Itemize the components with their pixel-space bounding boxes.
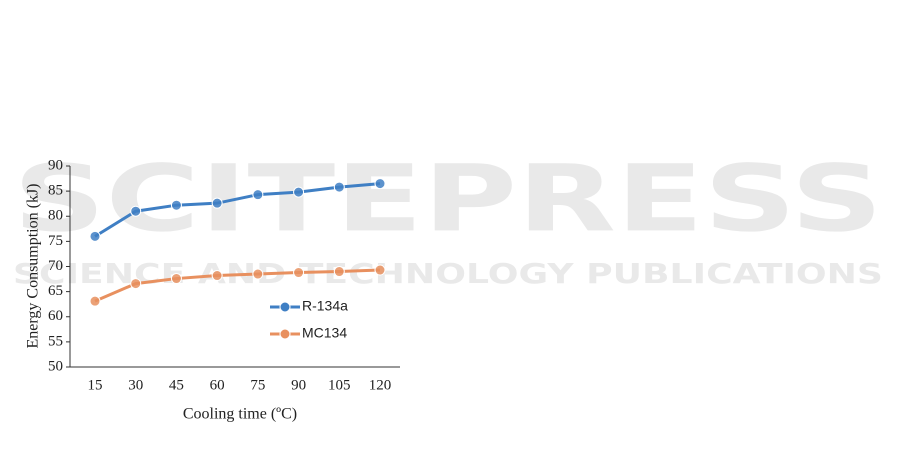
marker bbox=[130, 205, 142, 217]
y-tick-label: 60 bbox=[48, 308, 63, 324]
y-tick-label: 90 bbox=[48, 157, 63, 173]
marker bbox=[374, 264, 386, 276]
x-tick-label: 15 bbox=[88, 377, 103, 393]
x-tick-label: 30 bbox=[128, 377, 143, 393]
marker bbox=[211, 270, 223, 282]
legend-label: R-134a bbox=[302, 298, 348, 314]
marker bbox=[211, 197, 223, 209]
marker bbox=[252, 189, 264, 201]
series-line bbox=[94, 268, 381, 303]
legend-marker bbox=[279, 301, 291, 313]
marker bbox=[333, 181, 345, 193]
marker bbox=[170, 199, 182, 211]
marker bbox=[89, 295, 101, 307]
y-tick-label: 80 bbox=[48, 208, 63, 224]
x-axis-title: Cooling time (ºC) bbox=[183, 406, 297, 423]
marker bbox=[374, 178, 386, 190]
y-tick-label: 75 bbox=[48, 233, 63, 249]
legend-label: MC134 bbox=[302, 325, 347, 341]
y-tick-label: 85 bbox=[48, 183, 63, 199]
y-tick-label: 50 bbox=[48, 358, 63, 374]
marker bbox=[293, 267, 305, 279]
series-line bbox=[94, 182, 381, 238]
x-tick-label: 90 bbox=[291, 377, 306, 393]
chart: Cooling time (ºC) Energy Consumption (kJ… bbox=[25, 157, 400, 423]
legend-marker bbox=[279, 328, 291, 340]
y-axis-title: Energy Consumption (kJ) bbox=[25, 183, 42, 348]
marker bbox=[89, 230, 101, 242]
y-tick-label: 55 bbox=[48, 333, 63, 349]
watermark-title: SCITEPRESS bbox=[13, 145, 883, 252]
marker bbox=[252, 268, 264, 280]
x-tick-label: 60 bbox=[210, 377, 225, 393]
x-tick-label: 45 bbox=[169, 377, 184, 393]
marker bbox=[130, 278, 142, 290]
x-tick-label: 120 bbox=[369, 377, 392, 393]
y-tick-label: 70 bbox=[48, 258, 63, 274]
marker bbox=[170, 273, 182, 285]
y-tick-label: 65 bbox=[48, 283, 63, 299]
marker bbox=[293, 186, 305, 198]
watermark-subtitle: SCIENCE AND TECHNOLOGY PUBLICATIONS bbox=[13, 257, 883, 290]
marker bbox=[333, 266, 345, 278]
x-tick-label: 75 bbox=[250, 377, 265, 393]
x-tick-label: 105 bbox=[328, 377, 351, 393]
